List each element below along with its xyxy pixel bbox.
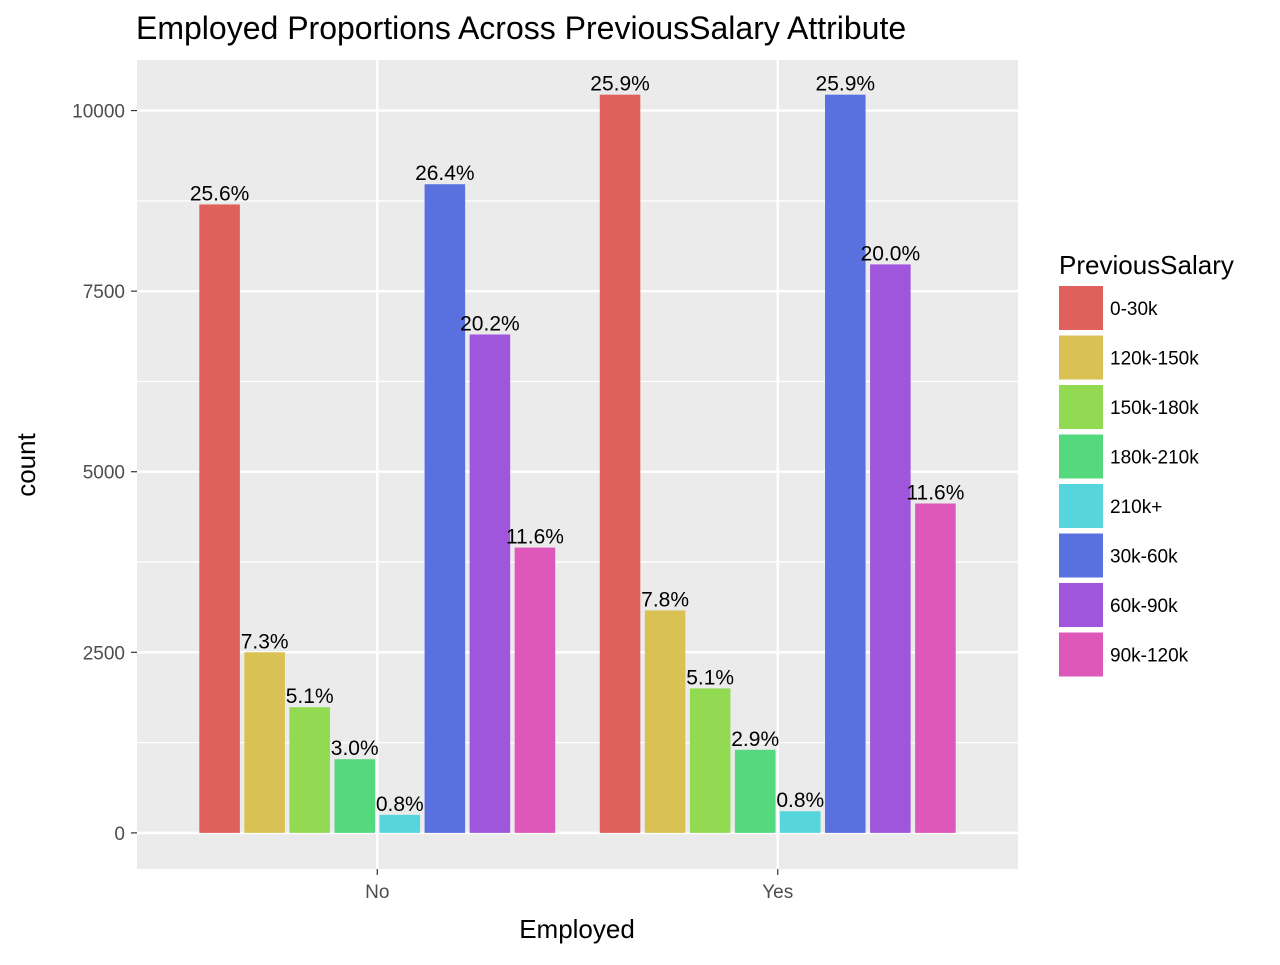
legend-label: 150k-180k	[1110, 398, 1199, 419]
y-tick-label: 10000	[72, 102, 125, 123]
bar	[379, 814, 421, 833]
bar	[734, 749, 776, 833]
bar-data-label: 0.8%	[376, 793, 424, 816]
bar	[244, 652, 285, 833]
bar-data-label: 20.0%	[861, 242, 921, 265]
y-axis: 0 2500 5000 7500 10000	[72, 102, 137, 845]
bar	[199, 204, 240, 833]
legend-swatch	[1059, 484, 1103, 528]
legend-swatch	[1059, 583, 1103, 627]
bar-data-label: 2.9%	[731, 728, 779, 751]
bar-data-label: 7.8%	[641, 588, 689, 611]
legend-swatch	[1059, 434, 1103, 479]
y-tick-label: 5000	[83, 463, 125, 484]
legend-label: 0-30k	[1110, 299, 1158, 320]
y-tick-label: 7500	[83, 282, 125, 303]
bar	[779, 811, 821, 833]
legend: PreviousSalary 0-30k 120k-150k 150k-180k 18…	[1059, 250, 1234, 677]
legend-swatch	[1059, 286, 1103, 330]
bar-data-label: 0.8%	[776, 789, 824, 812]
bar-data-label: 25.9%	[816, 73, 876, 96]
legend-swatch	[1059, 335, 1103, 380]
bar-data-label: 7.3%	[241, 630, 289, 653]
legend-title: PreviousSalary	[1059, 250, 1234, 280]
legend-label: 60k-90k	[1110, 596, 1178, 617]
bar-data-label: 20.2%	[460, 312, 520, 335]
bar-data-label: 11.6%	[506, 526, 564, 549]
x-axis-title: Employed	[519, 914, 635, 944]
bar	[599, 94, 641, 833]
x-tick-label: No	[365, 882, 389, 903]
bar	[915, 503, 956, 833]
bar	[514, 547, 556, 833]
legend-label: 210k+	[1110, 497, 1162, 518]
legend-label: 30k-60k	[1110, 547, 1178, 568]
bars	[199, 94, 956, 833]
y-axis-title: count	[11, 432, 41, 496]
legend-swatch	[1059, 533, 1103, 578]
bar	[644, 610, 686, 833]
bar	[469, 334, 511, 833]
x-axis: No Yes	[365, 869, 793, 903]
bar-data-label: 5.1%	[286, 685, 334, 708]
bar-labels: 25.6% 25.9% 7.3% 7.8% 5.1% 5.1% 3.0% 2.9% 0.8% 0.…	[190, 73, 965, 816]
bar-data-label: 26.4%	[415, 162, 475, 185]
y-tick-label: 2500	[83, 643, 125, 664]
legend-label: 120k-150k	[1110, 349, 1199, 370]
bar-data-label: 5.1%	[686, 666, 734, 689]
legend-swatch	[1059, 385, 1103, 429]
bar	[870, 264, 911, 833]
bar-data-label: 11.6%	[906, 482, 964, 505]
y-tick-label: 0	[114, 824, 125, 845]
bar	[289, 707, 330, 833]
legend-label: 180k-210k	[1110, 448, 1199, 469]
bar	[334, 759, 376, 833]
bar-data-label: 25.9%	[590, 73, 650, 96]
bar	[825, 94, 866, 833]
legend-items: 0-30k 120k-150k 150k-180k 180k-210k 210k+ 30k…	[1059, 286, 1199, 677]
legend-swatch	[1059, 632, 1103, 677]
bar-data-label: 3.0%	[331, 737, 379, 760]
chart-title: Employed Proportions Across PreviousSala…	[136, 10, 906, 46]
bar	[424, 184, 466, 833]
legend-label: 90k-120k	[1110, 646, 1189, 667]
bar-data-label: 25.6%	[190, 182, 250, 205]
bar	[689, 688, 731, 833]
x-tick-label: Yes	[762, 882, 793, 903]
